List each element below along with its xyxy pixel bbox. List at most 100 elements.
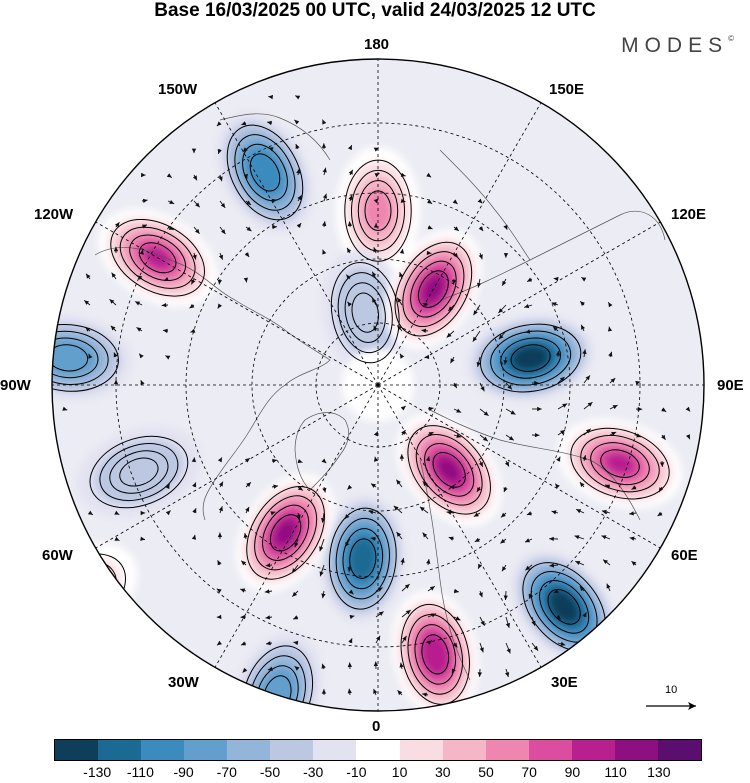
wind-arrow <box>271 484 279 489</box>
anomaly-positive-35w <box>236 474 335 592</box>
colorbar-tick-label: -30 <box>303 764 324 780</box>
wind-arrow <box>474 537 481 543</box>
wind-arrow <box>476 486 482 493</box>
wind-arrow <box>557 403 568 410</box>
wind-arrow <box>267 666 273 672</box>
wind-arrow <box>477 668 482 677</box>
wind-arrow <box>526 511 533 516</box>
wind-arrow <box>218 174 223 182</box>
anomaly-negative-155w-contours <box>226 124 304 221</box>
colorbar-tick-label: -70 <box>216 764 237 780</box>
wind-arrow <box>245 481 252 488</box>
wind-arrow <box>422 480 429 488</box>
wind-arrow <box>447 304 455 312</box>
wind-arrow <box>373 431 379 437</box>
streamfunction-contours <box>52 124 670 711</box>
contour-line <box>415 434 483 506</box>
wind-arrow <box>401 635 407 644</box>
contour-line <box>402 251 465 327</box>
contour-line <box>52 569 108 618</box>
wind-arrow <box>609 404 618 410</box>
colorbar <box>54 739 702 761</box>
contour-line <box>119 457 159 487</box>
wind-arrow <box>579 481 585 488</box>
wind-arrow <box>606 583 611 592</box>
contour-line <box>342 528 384 590</box>
wind-arrow <box>422 692 429 697</box>
wind-arrow <box>581 277 587 282</box>
contour-line <box>414 624 457 685</box>
wind-arrow <box>424 354 430 360</box>
colorbar-swatch <box>270 740 314 760</box>
wind-arrow <box>242 147 248 153</box>
wind-arrow <box>422 302 429 307</box>
contour-line <box>52 324 119 392</box>
wind-arrow <box>113 379 119 385</box>
wind-arrow <box>478 590 483 598</box>
vector-scale-label: 10 <box>665 684 678 696</box>
wind-arrow <box>348 195 353 202</box>
wind-arrow <box>453 226 460 232</box>
contour-line <box>344 159 412 262</box>
wind-arrow <box>216 614 222 620</box>
colorbar-swatch <box>55 740 99 760</box>
wind-arrow <box>479 434 489 442</box>
wind-arrow <box>397 689 403 696</box>
wind-arrow <box>141 172 146 178</box>
wind-arrow <box>370 483 377 488</box>
wind-arrow <box>531 642 539 651</box>
wind-arrow <box>601 509 611 515</box>
wind-arrow <box>427 199 433 205</box>
anomaly-level <box>426 641 444 668</box>
contour-line <box>119 226 196 289</box>
contour-line <box>479 323 582 393</box>
wind-arrow <box>446 330 455 338</box>
wind-arrow <box>368 510 377 515</box>
contour-line <box>580 435 660 493</box>
wind-arrow <box>449 484 455 490</box>
anomaly-positive-180-contours <box>344 159 412 262</box>
meridian-line <box>377 221 661 386</box>
colorbar-swatch <box>442 740 486 760</box>
wind-arrow <box>296 222 302 228</box>
wind-arrow <box>524 538 533 543</box>
anomaly-positive-60e-north-contours <box>407 425 491 515</box>
wind-arrow <box>165 355 171 360</box>
contour-line <box>89 435 189 509</box>
meridian-line <box>377 384 542 668</box>
wind-arrow <box>245 226 252 232</box>
wind-arrow <box>524 304 533 309</box>
colorbar-tick-label: -110 <box>126 764 154 780</box>
wind-arrow <box>321 663 326 670</box>
wind-arrow <box>576 508 585 514</box>
wind-arrow <box>267 120 273 126</box>
contour-line <box>539 580 590 634</box>
colorbar-tick-label: -130 <box>83 764 112 780</box>
wind-arrow <box>240 641 247 646</box>
wind-arrow <box>505 408 516 415</box>
wind-arrow <box>427 640 433 645</box>
wind-arrow <box>400 198 406 203</box>
meridian-line <box>214 384 379 668</box>
contour-line <box>262 504 310 561</box>
wind-arrow <box>583 375 591 384</box>
wind-arrow <box>453 433 462 438</box>
wind-arrow <box>319 538 325 552</box>
wind-arrow <box>264 589 273 594</box>
wind-arrow <box>219 226 226 235</box>
wind-arrow <box>371 297 377 306</box>
wind-arrow <box>109 298 117 306</box>
longitude-label-120e: 120E <box>671 206 707 223</box>
wind-arrow <box>271 224 278 230</box>
brand-mark: © <box>728 34 734 43</box>
wind-arrow <box>113 352 118 358</box>
wind-arrow <box>347 301 352 307</box>
wind-arrow <box>451 668 456 674</box>
wind-arrow <box>401 583 410 592</box>
wind-arrow <box>419 506 429 514</box>
polar-stereographic-map <box>51 58 705 712</box>
wind-arrow <box>375 635 381 644</box>
wind-arrow <box>401 429 406 436</box>
anomaly-level <box>275 521 296 545</box>
wind-arrow <box>191 534 197 540</box>
